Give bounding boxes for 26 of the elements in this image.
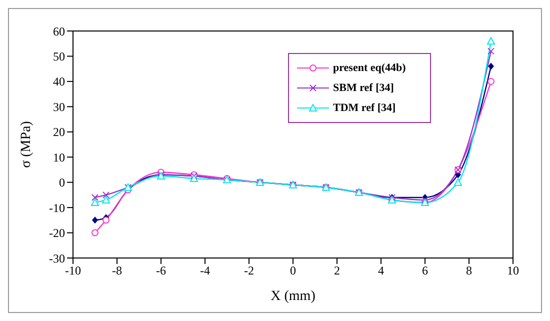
y-tick-label: 20 <box>53 125 65 140</box>
legend-label: TDM ref [34] <box>333 102 396 114</box>
y-tick-label: 10 <box>53 150 65 164</box>
y-tick-label: -10 <box>49 200 65 215</box>
y-tick-label: 0 <box>59 176 65 190</box>
x-axis-title: X (mm) <box>270 289 316 304</box>
x-tick-label: 8 <box>466 264 472 278</box>
x-tick-label: 0 <box>290 264 296 278</box>
x-tick-label: 4 <box>378 264 384 278</box>
y-tick-label: 50 <box>53 49 65 64</box>
legend-label: SBM ref [34] <box>333 82 394 94</box>
y-tick-label: -30 <box>49 251 65 266</box>
y-tick-label: 30 <box>53 100 65 114</box>
y-tick-label: -20 <box>49 226 65 240</box>
x-tick-label: 10 <box>507 264 519 278</box>
y-tick-label: 60 <box>53 24 65 38</box>
legend-label: present eq(44b) <box>333 62 406 74</box>
y-tick-label: 40 <box>53 74 65 89</box>
x-tick-label: -8 <box>112 264 122 278</box>
x-tick-label: 2 <box>334 264 340 278</box>
x-tick-label: -2 <box>244 264 254 278</box>
x-tick-label: -6 <box>156 264 166 278</box>
x-tick-label: -10 <box>65 264 81 278</box>
y-axis-title: σ (MPa) <box>18 120 34 168</box>
x-tick-label: 6 <box>422 264 428 278</box>
x-tick-label: -4 <box>200 264 210 278</box>
